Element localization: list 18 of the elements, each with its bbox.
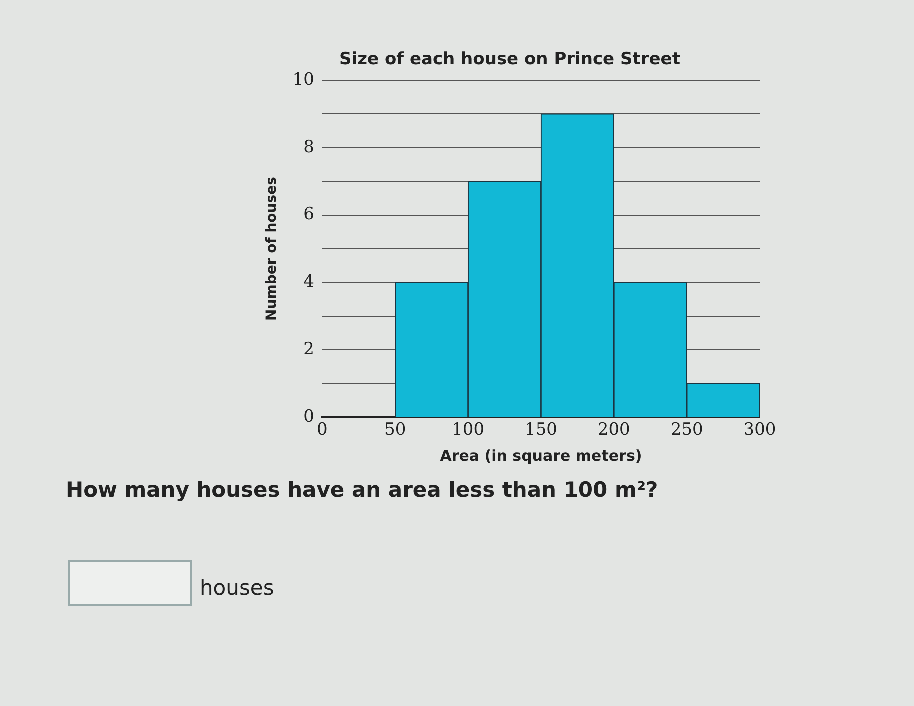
x-tick-label: 0 [317, 420, 328, 440]
y-tick-label: 6 [304, 204, 314, 225]
text: houses [200, 576, 274, 600]
text: How many houses have an area less than 100 m²? [66, 478, 658, 502]
x-axis-title: Area (in square meters) [440, 446, 642, 465]
y-tick-label: 4 [304, 272, 314, 292]
chart-title: Size of each house on Prince Street [340, 50, 680, 70]
x-tick-label: 150 [524, 420, 558, 440]
x-tick-label: 250 [670, 420, 704, 440]
x-tick-label: 300 [744, 420, 776, 440]
y-tick-label: 0 [304, 407, 314, 428]
x-tick-label: 50 [384, 420, 406, 440]
y-tick-label: 2 [304, 340, 314, 360]
y-tick-label: 10 [292, 70, 314, 90]
y-axis-title: Number of houses [264, 177, 280, 321]
y-tick-label: 8 [304, 137, 314, 158]
x-tick-label: 200 [598, 420, 630, 440]
x-tick-label: 100 [452, 420, 485, 440]
